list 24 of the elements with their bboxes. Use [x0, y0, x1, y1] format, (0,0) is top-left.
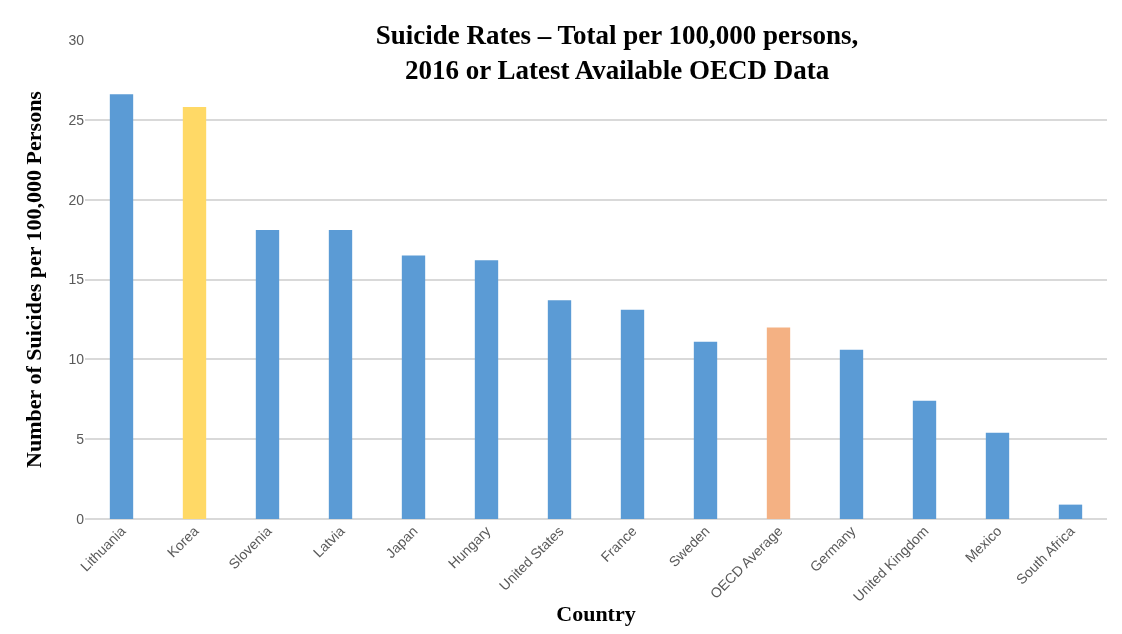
chart-title: Suicide Rates – Total per 100,000 persons, 2016 or Latest Available OECD Data	[375, 20, 859, 86]
bar	[766, 327, 791, 519]
bar	[1058, 504, 1083, 519]
y-tick-label: 15	[68, 271, 85, 288]
bar	[401, 255, 426, 519]
bar	[109, 94, 134, 519]
bar	[328, 230, 353, 519]
y-tick-label: 5	[76, 431, 85, 448]
bar	[693, 341, 718, 519]
bar	[839, 349, 864, 519]
bar	[985, 432, 1010, 519]
bar	[912, 400, 937, 519]
bar	[182, 107, 207, 519]
y-axis-title: Number of Suicides per 100,000 Persons	[21, 90, 47, 468]
bar	[620, 309, 645, 519]
bar	[547, 300, 572, 519]
bar	[255, 230, 280, 519]
y-tick-label: 25	[68, 111, 85, 128]
x-axis-title: Country	[556, 601, 636, 627]
bar	[474, 260, 499, 519]
y-tick-label: 20	[68, 191, 85, 208]
y-tick-label: 0	[76, 510, 85, 527]
y-tick-label: 10	[68, 351, 85, 368]
y-tick-label: 30	[68, 31, 85, 48]
